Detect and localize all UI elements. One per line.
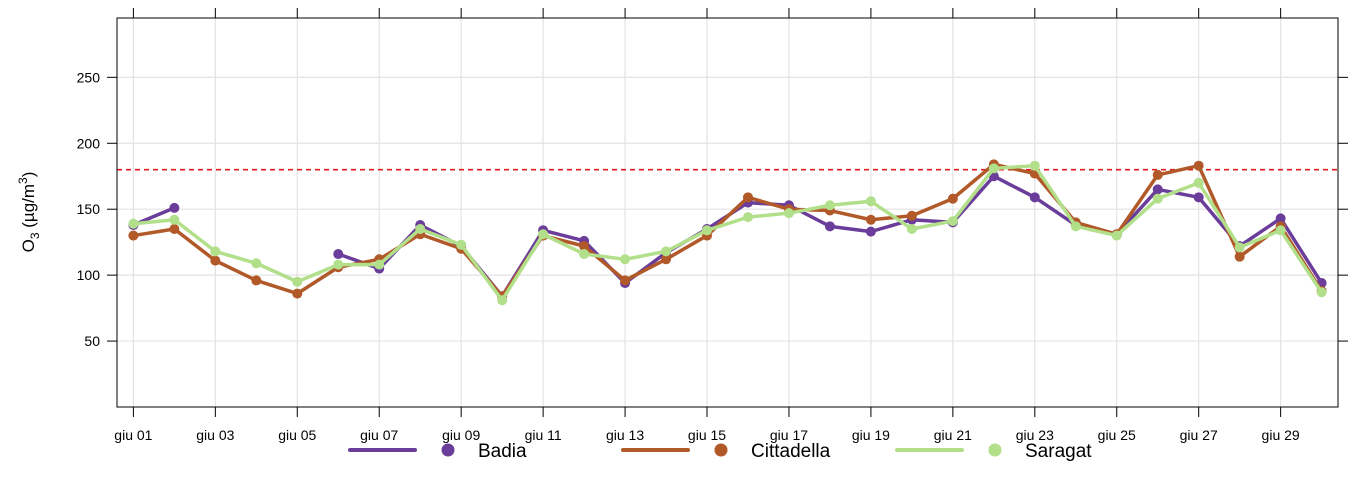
- data-point: [169, 202, 180, 213]
- legend-item-badia: Badia: [348, 441, 527, 462]
- data-point: [251, 275, 262, 286]
- data-point: [1275, 225, 1286, 236]
- data-point: [128, 218, 139, 229]
- x-tick-label: giu 27: [1180, 427, 1218, 443]
- data-point: [824, 221, 835, 232]
- data-point: [210, 246, 221, 257]
- data-point: [1234, 251, 1245, 262]
- series-saragat: [128, 160, 1327, 306]
- data-point: [620, 254, 631, 265]
- data-point: [1193, 192, 1204, 203]
- x-tick-label: giu 07: [360, 427, 398, 443]
- data-point: [988, 163, 999, 174]
- data-point: [1193, 177, 1204, 188]
- series-line: [131, 162, 1324, 298]
- data-point: [1275, 213, 1286, 224]
- axes: 50 100 150 200 250 giu 01 giu 03 giu 05 giu 07 gi…: [77, 8, 1348, 443]
- x-tick-label: giu 11: [525, 427, 562, 443]
- data-point: [742, 212, 753, 223]
- series-line: [131, 163, 1324, 302]
- data-point: [128, 230, 139, 241]
- data-point: [1029, 192, 1040, 203]
- data-point: [1193, 160, 1204, 171]
- y-axis-title-part: 3: [28, 232, 42, 239]
- data-point: [906, 210, 917, 221]
- x-tick-label: giu 13: [606, 427, 644, 443]
- data-point: [210, 255, 221, 266]
- data-point: [865, 226, 876, 237]
- data-point: [292, 276, 303, 287]
- legend-item-cittadella: Cittadella: [621, 441, 831, 462]
- data-point: [1152, 169, 1163, 180]
- data-point: [1152, 184, 1163, 195]
- data-point: [783, 208, 794, 219]
- x-tick-label: giu 05: [278, 427, 316, 443]
- legend-label: Saragat: [1025, 441, 1092, 462]
- legend-marker: [441, 443, 455, 457]
- data-point: [251, 258, 262, 269]
- x-tick-label: giu 29: [1262, 427, 1300, 443]
- plot-frame: [116, 17, 1339, 408]
- data-point: [497, 295, 508, 306]
- legend-marker: [988, 443, 1002, 457]
- data-point: [169, 214, 180, 225]
- y-tick-label: 200: [77, 135, 101, 151]
- data-point: [865, 214, 876, 225]
- data-point: [579, 241, 590, 252]
- x-tick-label: giu 21: [934, 427, 972, 443]
- data-point: [169, 223, 180, 234]
- x-tick-label: giu 23: [1016, 427, 1054, 443]
- data-point: [865, 196, 876, 207]
- y-axis-title-part: ): [19, 172, 38, 178]
- data-point: [824, 200, 835, 211]
- data-point: [620, 275, 631, 286]
- x-tick-label: giu 09: [442, 427, 480, 443]
- data-point: [947, 216, 958, 227]
- data-point: [538, 229, 549, 240]
- y-tick-label: 100: [77, 267, 101, 283]
- data-point: [1111, 230, 1122, 241]
- legend-marker: [714, 443, 728, 457]
- data-point: [333, 249, 344, 260]
- data-point: [415, 223, 426, 234]
- grid: [117, 18, 1338, 407]
- data-point: [292, 288, 303, 299]
- legend: Badia Cittadella Saragat: [348, 441, 1092, 462]
- data-point: [1316, 287, 1327, 298]
- data-point: [579, 249, 590, 260]
- x-tick-label: giu 01: [114, 427, 152, 443]
- legend-item-saragat: Saragat: [895, 441, 1092, 462]
- y-tick-label: 50: [84, 333, 100, 349]
- data-point: [1070, 221, 1081, 232]
- y-axis-title-part: 3: [16, 177, 30, 184]
- y-axis-title: O3 (µg/m3): [16, 172, 42, 253]
- data-point: [333, 259, 344, 270]
- y-tick-label: 150: [77, 201, 101, 217]
- data-point: [1152, 193, 1163, 204]
- series-layer: [128, 159, 1327, 306]
- x-tick-label: giu 03: [196, 427, 234, 443]
- y-tick-label: 250: [77, 69, 101, 85]
- data-point: [374, 259, 385, 270]
- y-axis-title-part: O: [19, 239, 38, 252]
- data-point: [906, 223, 917, 234]
- data-point: [456, 239, 467, 250]
- y-axis-title-part: (µg/m: [19, 184, 38, 233]
- data-point: [1029, 160, 1040, 171]
- data-point: [947, 193, 958, 204]
- legend-label: Cittadella: [751, 441, 831, 462]
- x-tick-label: giu 25: [1098, 427, 1136, 443]
- data-point: [661, 246, 672, 257]
- data-point: [742, 192, 753, 203]
- data-point: [661, 254, 672, 265]
- data-point: [702, 225, 713, 236]
- x-tick-label: giu 15: [688, 427, 726, 443]
- x-tick-label: giu 19: [852, 427, 890, 443]
- data-point: [1234, 242, 1245, 253]
- x-tick-label: giu 17: [770, 427, 808, 443]
- legend-label: Badia: [478, 441, 527, 462]
